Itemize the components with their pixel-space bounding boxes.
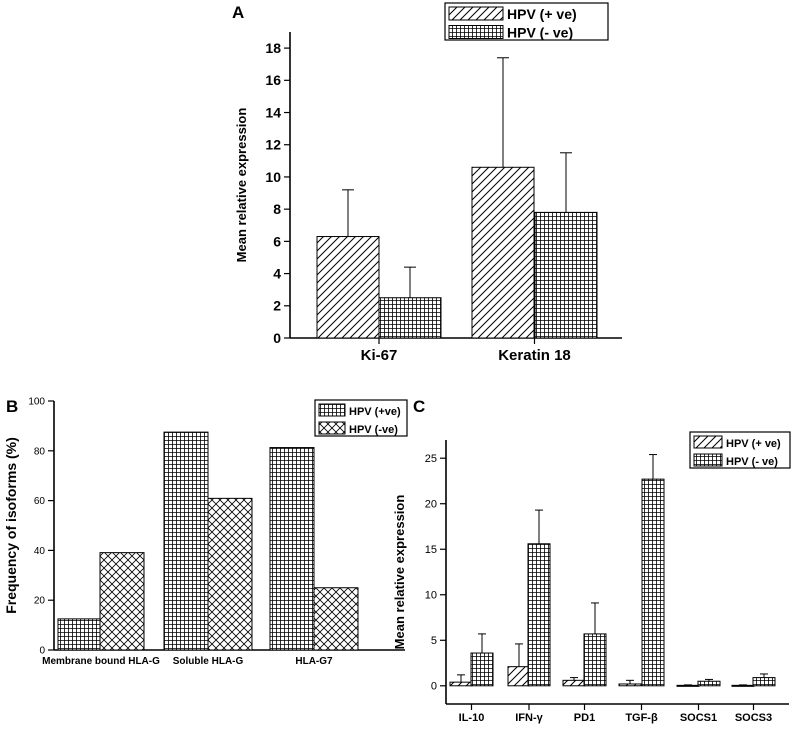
panel-c-y-tick-label: 25 — [425, 453, 437, 465]
panel-a-legend-swatch — [448, 25, 504, 39]
panel-b: B 0 20 40 60 80 100 Frequency of isoforms (%) M… — [3, 397, 408, 667]
panel-c-category-label: IL-10 — [459, 712, 485, 724]
panel-c-category-label: IFN-γ — [515, 712, 543, 724]
panel-b-legend-label: HPV (+ve) — [349, 406, 401, 418]
panel-c: C 0 5 10 15 20 25 Mean relative expression IL-1… — [392, 397, 791, 724]
panel-a-bar — [378, 297, 442, 339]
panel-c-bar — [618, 683, 642, 687]
panel-a-legend-label: HPV (- ve) — [507, 25, 573, 41]
panel-c-legend-label: HPV (+ ve) — [726, 438, 781, 450]
panel-c-bar — [562, 679, 586, 687]
panel-a-y-axis-label: Mean relative expression — [234, 108, 249, 263]
panel-a-y-tick-label: 6 — [273, 233, 281, 249]
panel-c-bar — [641, 478, 665, 687]
panel-b-bar — [269, 447, 315, 651]
panel-a-y-tick-label: 0 — [273, 330, 281, 346]
panel-c-y-tick-label: 10 — [425, 590, 437, 602]
panel-b-category-label: HLA-G7 — [295, 656, 333, 667]
panel-c-bar — [752, 677, 776, 687]
panel-c-category-label: SOCS3 — [735, 712, 772, 724]
panel-b-legend-label: HPV (-ve) — [349, 424, 398, 436]
panel-a-legend-swatch — [448, 6, 504, 21]
panel-a-y-tick-label: 18 — [265, 40, 281, 56]
panel-c-legend-swatch — [693, 453, 723, 467]
panel-a-category-label: Ki-67 — [361, 347, 398, 364]
panel-c-y-tick-label: 15 — [425, 544, 437, 556]
panel-c-y-tick-label: 5 — [431, 635, 437, 647]
panel-b-category-label: Soluble HLA-G — [173, 656, 244, 667]
panel-c-y-axis-label: Mean relative expression — [392, 495, 407, 650]
panel-c-bar — [676, 684, 700, 687]
panel-c-letter: C — [413, 397, 425, 416]
panel-b-bar — [57, 618, 103, 651]
panel-c-bar — [731, 684, 755, 687]
panel-a: A 0 2 4 6 8 10 12 14 16 18 Mean relative expressio… — [232, 2, 622, 364]
panel-b-legend-swatch — [318, 403, 346, 417]
panel-a-y-tick-label: 8 — [273, 201, 281, 217]
panel-a-y-tick-label: 10 — [265, 169, 281, 185]
panel-a-y-tick-label: 14 — [265, 104, 281, 120]
panel-b-bar — [163, 431, 209, 651]
panel-c-category-label: TGF-β — [625, 712, 658, 724]
panel-b-bar — [99, 552, 145, 651]
panel-a-bar — [471, 166, 535, 339]
panel-a-bar — [316, 236, 380, 339]
panel-a-y-tick-label: 12 — [265, 137, 281, 153]
panel-b-bar — [207, 497, 253, 651]
panel-b-category-label: Membrane bound HLA-G — [42, 656, 160, 667]
panel-c-y-tick-label: 0 — [431, 681, 437, 693]
panel-c-legend-swatch — [693, 435, 723, 449]
panel-c-legend-label: HPV (- ve) — [726, 456, 778, 468]
panel-a-letter: A — [232, 3, 244, 22]
panel-c-bar — [449, 681, 473, 687]
panel-c-bar — [507, 666, 531, 687]
panel-a-bar — [534, 211, 598, 339]
panel-b-y-tick-label: 60 — [34, 496, 46, 507]
panel-c-bar — [527, 543, 551, 687]
panel-a-y-tick-label: 16 — [265, 72, 281, 88]
panel-a-y-tick-label: 4 — [273, 265, 281, 281]
panel-b-bar — [313, 587, 359, 651]
panel-b-y-tick-label: 0 — [39, 646, 45, 657]
panel-a-y-tick-label: 2 — [273, 298, 281, 314]
panel-b-y-axis-label: Frequency of isoforms (%) — [3, 437, 19, 614]
panel-c-y-tick-label: 20 — [425, 499, 437, 511]
panel-b-letter: B — [6, 397, 18, 416]
panel-b-y-tick-label: 100 — [28, 397, 45, 408]
panel-b-y-tick-label: 40 — [34, 546, 46, 557]
panel-c-bar — [583, 633, 607, 687]
panel-c-bar — [470, 652, 494, 687]
panel-a-legend-label: HPV (+ ve) — [507, 6, 577, 22]
panel-c-category-label: SOCS1 — [680, 712, 717, 724]
panel-a-category-label: Keratin 18 — [498, 347, 571, 364]
panel-c-category-label: PD1 — [574, 712, 595, 724]
panel-b-y-tick-label: 20 — [34, 596, 46, 607]
panel-c-bar — [697, 680, 721, 687]
panel-b-legend-swatch — [318, 421, 346, 435]
panel-b-y-tick-label: 80 — [34, 446, 46, 457]
